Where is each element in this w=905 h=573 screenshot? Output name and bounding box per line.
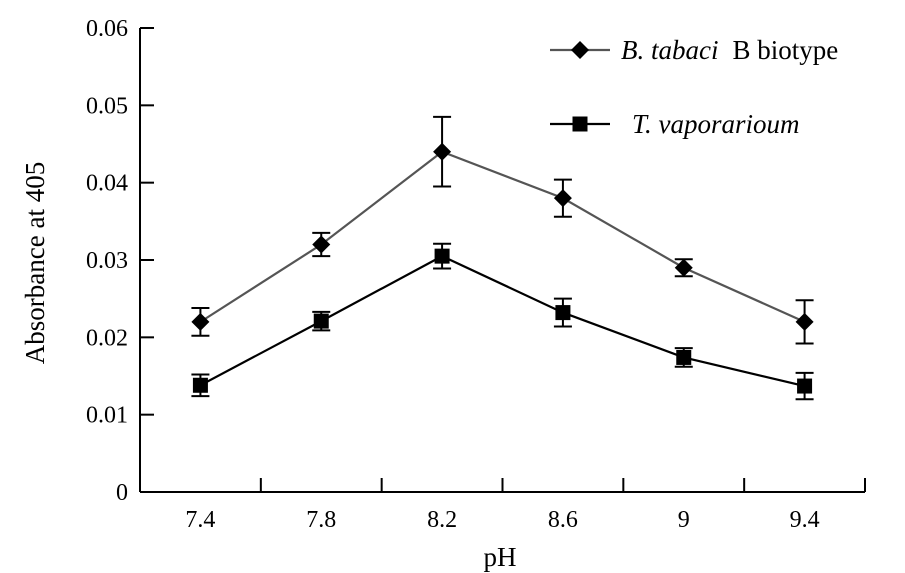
series-line <box>199 254 805 388</box>
y-tick-label: 0.04 <box>86 171 128 197</box>
y-tick-label: 0.06 <box>86 16 128 42</box>
x-tick-label: 7.8 <box>306 507 336 533</box>
series-layer <box>191 115 814 401</box>
series-line <box>199 150 806 323</box>
series-1 <box>191 115 814 345</box>
axes: 0 0.01 0.02 0.03 0.04 0.05 0.06 7.4 7.8 8.2 8.6 9 9.… <box>86 16 866 533</box>
y-tick-label: 0 <box>116 480 128 506</box>
legend-label-italic: B. tabaci <box>621 35 718 65</box>
series-2 <box>191 242 814 401</box>
legend-label-italic: T. vaporarioum <box>632 109 800 139</box>
legend-entry-2: T. vaporarioum <box>550 109 800 139</box>
data-point <box>191 312 210 331</box>
data-point <box>313 313 329 329</box>
data-point <box>312 235 331 254</box>
data-point <box>433 142 452 161</box>
legend-label: T. vaporarioum <box>632 109 800 139</box>
legend-label-suffix: B biotype <box>732 35 838 65</box>
data-point <box>676 349 692 365</box>
legend-marker <box>572 116 588 132</box>
data-point <box>674 258 693 277</box>
y-tick-label: 0.03 <box>86 248 128 274</box>
data-point <box>434 248 450 264</box>
x-tick-label: 9.4 <box>790 507 820 533</box>
data-point <box>795 312 814 331</box>
legend-entry-1: B. tabaci B biotype <box>550 35 838 65</box>
data-point <box>553 189 572 208</box>
data-point <box>797 378 813 394</box>
data-point <box>555 305 571 321</box>
y-axis-title: Absorbance at 405 <box>20 162 50 364</box>
y-tick-label: 0.05 <box>86 93 128 119</box>
x-axis-title: pH <box>484 542 517 572</box>
legend: B. tabaci B biotype T. vaporarioum <box>550 35 838 139</box>
y-tick-label: 0.01 <box>86 403 128 429</box>
data-point <box>192 377 208 393</box>
x-tick-label: 8.2 <box>427 507 457 533</box>
x-tick-label: 8.6 <box>548 507 578 533</box>
legend-label: B. tabaci B biotype <box>621 35 838 65</box>
x-tick-label: 7.4 <box>185 507 215 533</box>
legend-marker <box>571 41 589 59</box>
y-tick-label: 0.02 <box>86 325 128 351</box>
x-tick-label: 9 <box>678 507 690 533</box>
